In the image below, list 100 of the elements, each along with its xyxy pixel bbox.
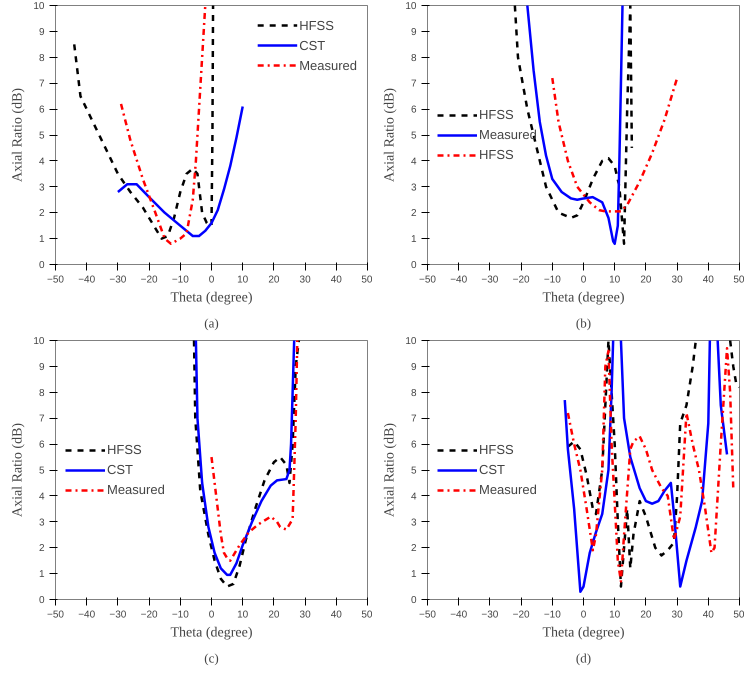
y-tick-label: 8 [38, 388, 45, 399]
x-tick-label: 10 [237, 610, 249, 620]
x-tick-label: 30 [300, 610, 312, 620]
x-tick-label: 50 [361, 610, 373, 620]
x-tick-label: 0 [208, 274, 215, 286]
x-tick-label: −10 [172, 274, 190, 286]
y-tick-label: 0 [410, 595, 417, 606]
x-tick-label: −10 [544, 610, 562, 620]
x-tick-label: −20 [140, 610, 158, 620]
y-tick-label: 6 [410, 104, 417, 116]
y-tick-label: 1 [38, 234, 45, 246]
legend-label: HFSS [479, 147, 514, 162]
y-tick-label: 7 [38, 414, 45, 425]
x-tick-label: 30 [300, 274, 312, 286]
x-tick-label: −10 [544, 274, 562, 286]
x-tick-label: 40 [330, 610, 342, 620]
text: (c) [204, 650, 219, 666]
legend-label: CST [479, 462, 505, 477]
x-tick-label: −30 [109, 610, 127, 620]
x-tick-label: 50 [733, 610, 745, 620]
legend-label: Measured [107, 482, 165, 497]
x-tick-label: −30 [481, 274, 499, 286]
x-tick-label: −50 [419, 274, 436, 286]
y-tick-label: 10 [405, 1, 417, 12]
text: (b) [576, 316, 592, 330]
x-tick-label: 40 [330, 274, 342, 286]
x-tick-label: −50 [419, 610, 436, 620]
x-axis-title: Theta (degree) [170, 626, 253, 640]
x-tick-label: 10 [609, 610, 621, 620]
x-tick-label: −40 [78, 610, 96, 620]
y-tick-label: 4 [38, 156, 45, 168]
y-tick-label: 8 [38, 52, 45, 64]
y-tick-label: 1 [38, 569, 45, 580]
y-tick-label: 4 [410, 156, 417, 168]
x-tick-label: −40 [450, 274, 468, 286]
y-tick-label: 2 [38, 543, 45, 554]
y-axis-title: Axial Ratio (dB) [382, 88, 398, 182]
y-axis-title: Axial Ratio (dB) [10, 88, 26, 182]
x-tick-label: 30 [672, 274, 684, 286]
y-tick-label: 5 [410, 466, 417, 476]
text: (d) [576, 650, 592, 666]
x-tick-label: −20 [512, 610, 530, 620]
x-tick-label: −20 [512, 274, 530, 286]
x-tick-label: 20 [268, 274, 280, 286]
x-tick-label: 0 [208, 610, 215, 620]
y-tick-label: 4 [38, 491, 45, 502]
x-tick-label: −20 [140, 274, 158, 286]
y-tick-label: 9 [410, 26, 417, 38]
y-tick-label: 7 [410, 414, 417, 425]
y-tick-label: 9 [38, 362, 45, 373]
x-tick-label: 10 [609, 274, 621, 286]
y-tick-label: 5 [38, 130, 45, 142]
y-tick-label: 1 [410, 569, 417, 580]
x-tick-label: 50 [733, 274, 745, 286]
text: (a) [204, 316, 219, 330]
y-tick-label: 6 [410, 440, 417, 451]
x-tick-label: 0 [580, 274, 587, 286]
y-tick-label: 7 [410, 78, 417, 90]
y-tick-label: 8 [410, 52, 417, 64]
x-tick-label: 50 [361, 274, 373, 286]
x-tick-label: 40 [702, 274, 714, 286]
x-tick-label: −50 [47, 274, 64, 286]
y-tick-label: 3 [38, 182, 45, 194]
y-tick-label: 10 [33, 336, 45, 347]
legend-label: Measured [479, 127, 537, 142]
legend-label: HFSS [107, 442, 142, 457]
y-tick-label: 10 [33, 1, 45, 12]
x-tick-label: 40 [702, 610, 714, 620]
x-axis-title: Theta (degree) [542, 626, 625, 640]
x-axis-title: Theta (degree) [542, 290, 625, 306]
y-axis-title: Axial Ratio (dB) [10, 422, 26, 518]
x-tick-label: 20 [640, 274, 652, 286]
y-tick-label: 0 [38, 260, 45, 271]
y-tick-label: 3 [410, 517, 417, 528]
legend-label: HFSS [479, 107, 514, 122]
y-axis-title: Axial Ratio (dB) [382, 422, 398, 518]
y-tick-label: 3 [38, 517, 45, 528]
legend-label: CST [107, 462, 133, 477]
x-tick-label: −40 [450, 610, 468, 620]
y-tick-label: 9 [38, 26, 45, 38]
x-tick-label: −30 [481, 610, 499, 620]
y-tick-label: 6 [38, 104, 45, 116]
y-tick-label: 6 [38, 440, 45, 451]
x-tick-label: −40 [78, 274, 96, 286]
y-tick-label: 7 [38, 78, 45, 90]
x-tick-label: 30 [672, 610, 684, 620]
x-tick-label: 10 [237, 274, 249, 286]
y-tick-label: 0 [410, 260, 417, 271]
legend-label: CST [299, 38, 326, 52]
legend-label: HFSS [299, 18, 334, 32]
x-tick-label: −10 [172, 610, 190, 620]
y-tick-label: 2 [410, 208, 417, 220]
x-tick-label: −30 [109, 274, 127, 286]
y-tick-label: 5 [38, 466, 45, 476]
y-tick-label: 4 [410, 491, 417, 502]
y-tick-label: 1 [410, 234, 417, 246]
x-axis-title: Theta (degree) [170, 290, 253, 306]
legend-label: Measured [479, 482, 537, 497]
y-tick-label: 2 [38, 208, 45, 220]
y-tick-label: 8 [410, 388, 417, 399]
